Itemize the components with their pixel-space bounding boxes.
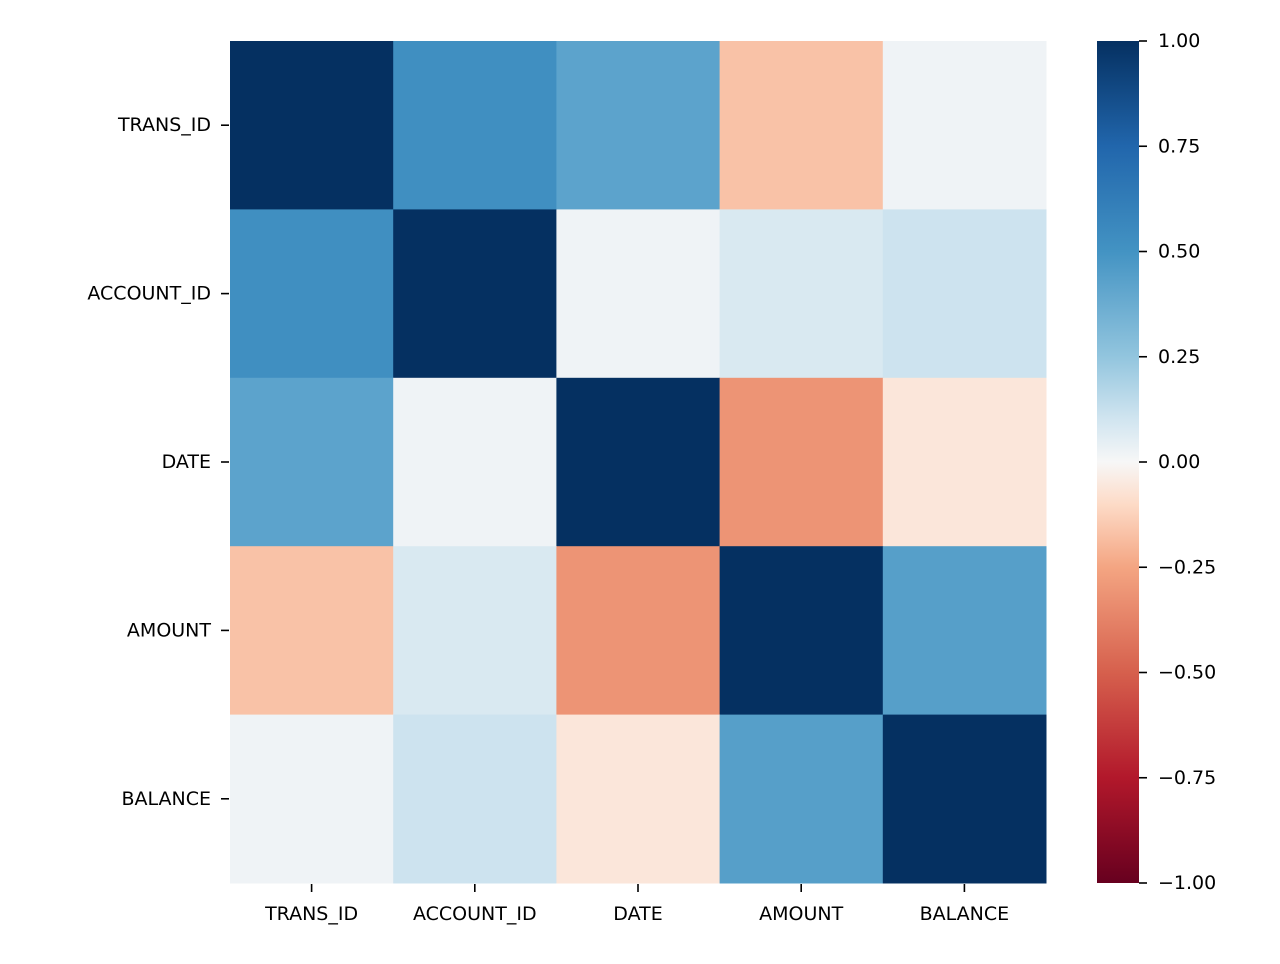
row-label: BALANCE bbox=[121, 788, 211, 810]
heatmap-cell-trans_id-trans_id bbox=[230, 41, 394, 210]
heatmap-cells bbox=[230, 41, 1047, 884]
colorbar-tick-label: −0.50 bbox=[1158, 662, 1216, 684]
heatmap-cell-date-amount bbox=[719, 377, 884, 547]
heatmap-cell-amount-amount bbox=[719, 546, 884, 716]
heatmap-cell-balance-trans_id bbox=[230, 714, 394, 884]
heatmap-cell-balance-amount bbox=[719, 714, 884, 884]
row-label: TRANS_ID bbox=[117, 114, 211, 136]
heatmap-cell-trans_id-account_id bbox=[393, 41, 557, 210]
heatmap-cell-balance-account_id bbox=[393, 714, 557, 884]
colorbar-tick-label: 0.75 bbox=[1158, 135, 1200, 157]
column-label: BALANCE bbox=[920, 903, 1010, 925]
colorbar-tick-label: 1.00 bbox=[1158, 30, 1200, 52]
heatmap-cell-account_id-balance bbox=[882, 209, 1047, 379]
column-label: AMOUNT bbox=[759, 903, 843, 925]
heatmap-cell-account_id-date bbox=[556, 209, 721, 379]
heatmap-cell-amount-trans_id bbox=[230, 546, 394, 716]
heatmap-cell-amount-balance bbox=[882, 546, 1047, 716]
row-label: DATE bbox=[162, 451, 211, 473]
heatmap-cell-account_id-amount bbox=[719, 209, 884, 379]
heatmap-cell-balance-date bbox=[556, 714, 721, 884]
heatmap-cell-date-account_id bbox=[393, 377, 557, 547]
heatmap-cell-trans_id-balance bbox=[882, 41, 1047, 210]
heatmap-cell-trans_id-amount bbox=[719, 41, 884, 210]
column-label: TRANS_ID bbox=[264, 903, 358, 925]
heatmap-cell-account_id-account_id bbox=[393, 209, 557, 379]
heatmap-cell-amount-account_id bbox=[393, 546, 557, 716]
heatmap-cell-amount-date bbox=[556, 546, 721, 716]
colorbar-tick-label: 0.25 bbox=[1158, 346, 1200, 368]
column-labels: TRANS_ID ACCOUNT_ID DATE AMOUNT BALANCE bbox=[264, 884, 1009, 925]
colorbar-gradient bbox=[1097, 41, 1139, 883]
row-label: AMOUNT bbox=[127, 619, 211, 641]
heatmap-cell-date-balance bbox=[882, 377, 1047, 547]
colorbar-tick-label: −0.25 bbox=[1158, 556, 1216, 578]
heatmap-cell-trans_id-date bbox=[556, 41, 721, 210]
colorbar-tick-label: 0.50 bbox=[1158, 241, 1200, 263]
colorbar-tick-label: −1.00 bbox=[1158, 872, 1216, 894]
heatmap-cell-date-date bbox=[556, 377, 721, 547]
row-labels: TRANS_ID ACCOUNT_ID DATE AMOUNT BALANCE bbox=[87, 114, 229, 810]
colorbar bbox=[1097, 41, 1139, 883]
column-label: ACCOUNT_ID bbox=[413, 903, 537, 925]
row-label: ACCOUNT_ID bbox=[87, 283, 211, 305]
heatmap-cell-date-trans_id bbox=[230, 377, 394, 547]
colorbar-ticks: 1.00 0.75 0.50 0.25 0.00 −0.25 −0.50 −0.75 −1.00 bbox=[1139, 30, 1216, 894]
column-label: DATE bbox=[613, 903, 662, 925]
colorbar-tick-label: −0.75 bbox=[1158, 767, 1216, 789]
heatmap-cell-balance-balance bbox=[882, 714, 1047, 884]
heatmap-cell-account_id-trans_id bbox=[230, 209, 394, 379]
colorbar-tick-label: 0.00 bbox=[1158, 451, 1200, 473]
